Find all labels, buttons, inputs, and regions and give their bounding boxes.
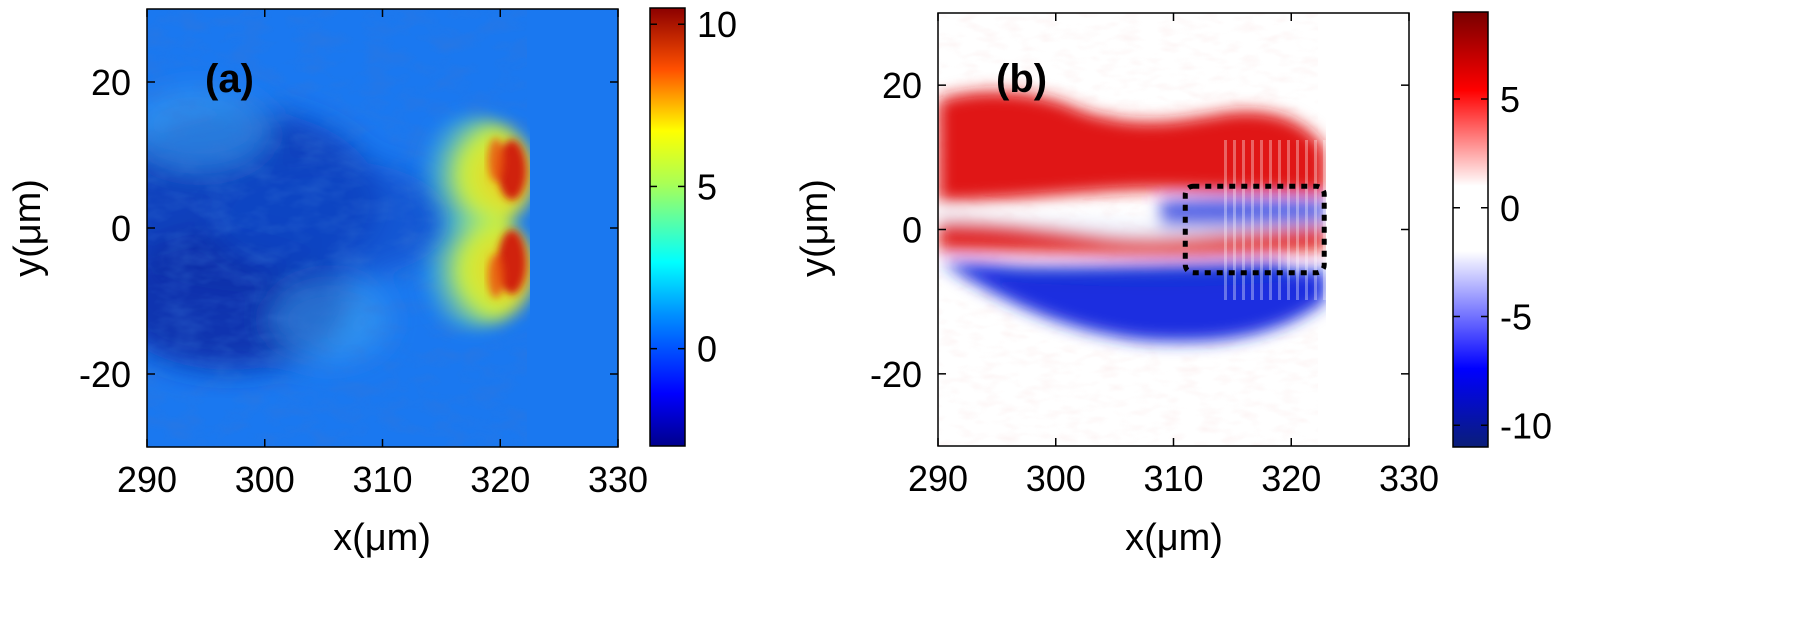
y-tick-label: 20 — [91, 62, 131, 103]
x-tick-label: 290 — [908, 458, 968, 499]
x-tick-label: 320 — [470, 459, 530, 500]
x-axis-title-b: x(μm) — [1125, 517, 1223, 559]
heatmap-b — [938, 13, 1409, 446]
x-tick-label: 290 — [117, 459, 177, 500]
x-tick-label: 310 — [1143, 458, 1203, 499]
panel-a: 290 300 310 320 330 -20 0 20 (a) x(μm) y(μm) 0 5… — [7, 4, 737, 559]
y-tick-label: -20 — [79, 354, 131, 395]
colorbar-tick-label: 5 — [697, 166, 717, 207]
colorbar-b — [1452, 11, 1489, 448]
colorbar-tick-label: 0 — [1500, 188, 1520, 229]
colorbar-tick-label: 5 — [1500, 79, 1520, 120]
colorbar-ticks-a: 0 5 10 — [650, 4, 737, 370]
colorbar-ticks-b: -10 -5 0 5 — [1453, 79, 1552, 446]
colorbar-tick-label: 0 — [697, 329, 717, 370]
y-axis-title-b: y(μm) — [794, 179, 836, 277]
panel-label-b: (b) — [996, 57, 1047, 101]
y-axis-title-a: y(μm) — [7, 179, 49, 277]
y-tick-label: 0 — [902, 210, 922, 251]
colorbar-tick-label: 10 — [697, 4, 737, 45]
x-tick-label: 310 — [352, 459, 412, 500]
colorbar-tick-label: -5 — [1500, 297, 1532, 338]
y-tick-label: -20 — [870, 354, 922, 395]
panel-b: 290 300 310 320 330 -20 0 20 (b) x(μm) y(μm) -1… — [794, 11, 1552, 559]
y-tick-label: 20 — [882, 65, 922, 106]
x-tick-label: 300 — [1026, 458, 1086, 499]
x-tick-label: 320 — [1261, 458, 1321, 499]
x-tick-label: 330 — [588, 459, 648, 500]
x-tick-label: 330 — [1379, 458, 1439, 499]
x-tick-label: 300 — [235, 459, 295, 500]
axis-ticks-a: 290 300 310 320 330 -20 0 20 — [79, 9, 648, 500]
heatmap-a — [147, 9, 618, 447]
colorbar-a — [649, 7, 686, 447]
annotation-dashed-box — [1182, 183, 1327, 276]
y-tick-label: 0 — [111, 208, 131, 249]
panel-label-a: (a) — [205, 57, 254, 101]
axis-ticks-b: 290 300 310 320 330 -20 0 20 — [870, 13, 1439, 499]
x-axis-title-a: x(μm) — [333, 517, 431, 559]
colorbar-tick-label: -10 — [1500, 405, 1552, 446]
